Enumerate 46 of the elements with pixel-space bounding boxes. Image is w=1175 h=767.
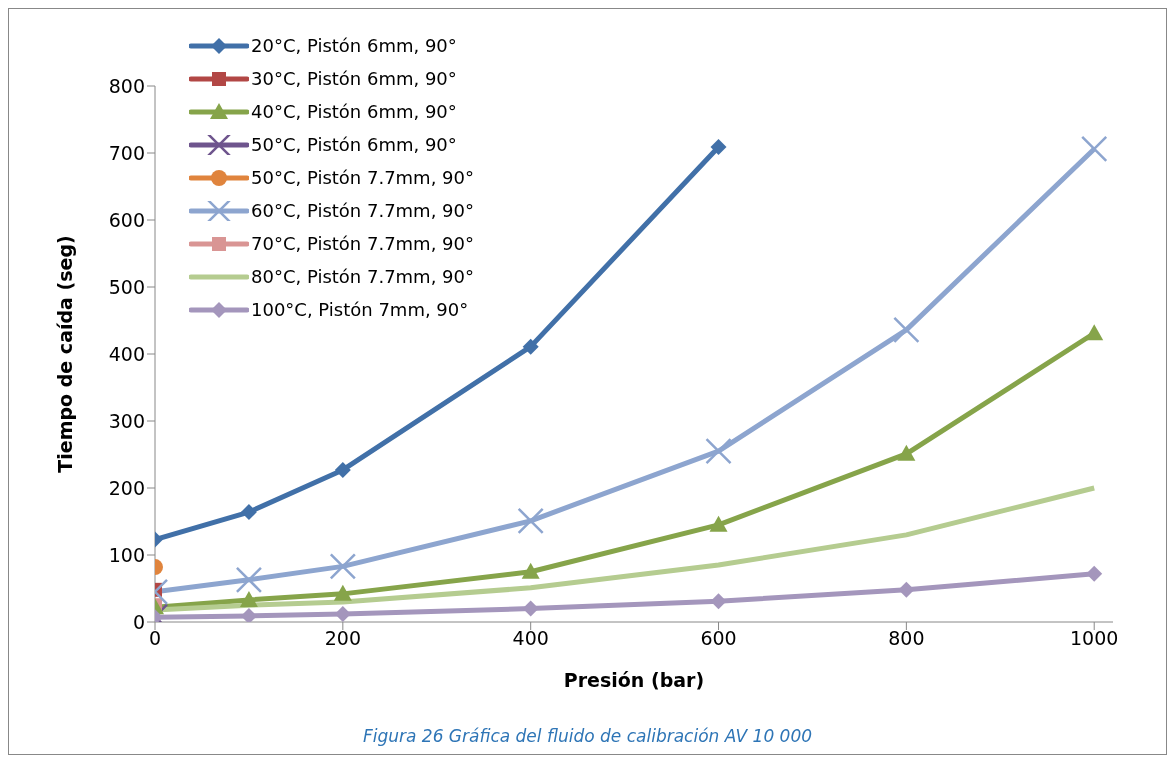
y-tick-label: 600 bbox=[108, 208, 145, 231]
legend-label: 100°C, Pistón 7mm, 90° bbox=[251, 299, 469, 320]
point bbox=[710, 138, 727, 155]
y-tick-label: 100 bbox=[108, 543, 145, 566]
point bbox=[521, 562, 540, 579]
legend-label: 40°C, Pistón 6mm, 90° bbox=[251, 101, 457, 122]
legend-label: 30°C, Pistón 6mm, 90° bbox=[251, 68, 457, 89]
y-tick-label: 0 bbox=[132, 610, 145, 633]
point bbox=[235, 566, 263, 594]
legend-label: 80°C, Pistón 7.7mm, 90° bbox=[251, 266, 474, 287]
point bbox=[897, 444, 916, 461]
legend-label: 70°C, Pistón 7.7mm, 90° bbox=[251, 233, 474, 254]
point bbox=[329, 553, 357, 580]
point bbox=[1080, 135, 1108, 163]
point bbox=[334, 461, 351, 478]
x-tick-label: 0 bbox=[148, 627, 162, 650]
point bbox=[898, 581, 915, 598]
x-axis-title: Presión (bar) bbox=[563, 669, 705, 691]
y-tick-label: 200 bbox=[108, 476, 145, 499]
text: Figura 26 Gráfica del fluido de calibración AV 10 000 bbox=[361, 726, 814, 746]
x-tick-label: 200 bbox=[324, 627, 361, 650]
legend-label: 60°C, Pistón 7.7mm, 90° bbox=[251, 200, 474, 221]
point bbox=[893, 316, 920, 344]
point bbox=[333, 584, 352, 601]
point bbox=[517, 507, 544, 535]
y-tick-label: 500 bbox=[108, 275, 145, 298]
point bbox=[709, 515, 728, 532]
x-tick-label: 1000 bbox=[1070, 627, 1119, 650]
x-tick-label: 600 bbox=[700, 627, 737, 650]
y-tick-label: 300 bbox=[108, 409, 145, 432]
point bbox=[1085, 324, 1104, 341]
x-tick-label: 400 bbox=[512, 627, 549, 650]
legend-label: 50°C, Pistón 6mm, 90° bbox=[251, 134, 457, 155]
point bbox=[240, 504, 257, 521]
point bbox=[522, 338, 539, 355]
legend-label: 50°C, Pistón 7.7mm, 90° bbox=[251, 167, 474, 188]
y-tick-label: 800 bbox=[108, 74, 145, 97]
point bbox=[522, 600, 539, 617]
point bbox=[239, 590, 258, 607]
y-tick-label: 700 bbox=[108, 141, 145, 164]
point bbox=[705, 437, 732, 465]
y-axis-title: Tiempo de caída (seg) bbox=[53, 235, 76, 473]
legend-label: 20°C, Pistón 6mm, 90° bbox=[251, 35, 457, 56]
x-tick-label: 800 bbox=[888, 627, 925, 650]
point bbox=[1086, 565, 1103, 582]
y-tick-label: 400 bbox=[108, 342, 145, 365]
